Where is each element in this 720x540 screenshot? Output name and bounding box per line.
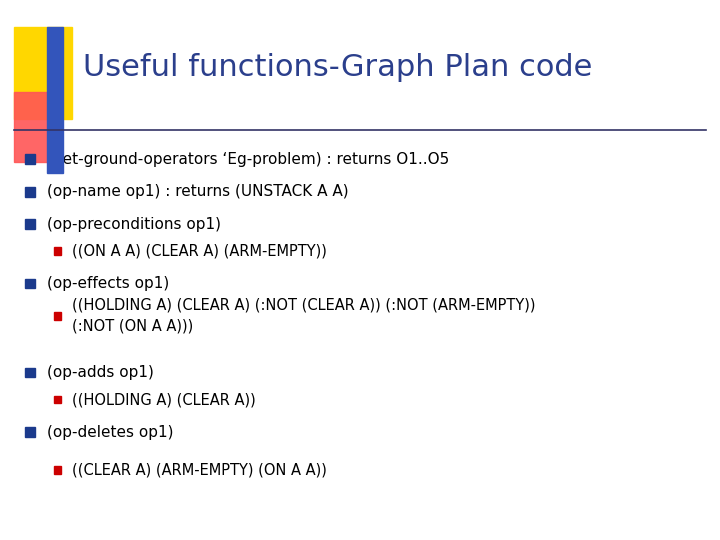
Text: (op-name op1) : returns (UNSTACK A A): (op-name op1) : returns (UNSTACK A A) [47,184,348,199]
Text: ((CLEAR A) (ARM-EMPTY) (ON A A)): ((CLEAR A) (ARM-EMPTY) (ON A A)) [72,462,327,477]
Text: (get-ground-operators ‘Eg-problem) : returns O1..O5: (get-ground-operators ‘Eg-problem) : ret… [47,152,449,167]
Text: (op-deletes op1): (op-deletes op1) [47,424,174,440]
Text: ((HOLDING A) (CLEAR A)): ((HOLDING A) (CLEAR A)) [72,392,256,407]
Text: (op-adds op1): (op-adds op1) [47,365,153,380]
Text: ((HOLDING A) (CLEAR A) (:NOT (CLEAR A)) (:NOT (ARM-EMPTY))
(:NOT (ON A A))): ((HOLDING A) (CLEAR A) (:NOT (CLEAR A)) … [72,298,536,334]
Text: Useful functions-Graph Plan code: Useful functions-Graph Plan code [83,53,592,82]
Text: (op-preconditions op1): (op-preconditions op1) [47,217,221,232]
Text: (op-effects op1): (op-effects op1) [47,276,169,291]
Text: ((ON A A) (CLEAR A) (ARM-EMPTY)): ((ON A A) (CLEAR A) (ARM-EMPTY)) [72,244,327,259]
